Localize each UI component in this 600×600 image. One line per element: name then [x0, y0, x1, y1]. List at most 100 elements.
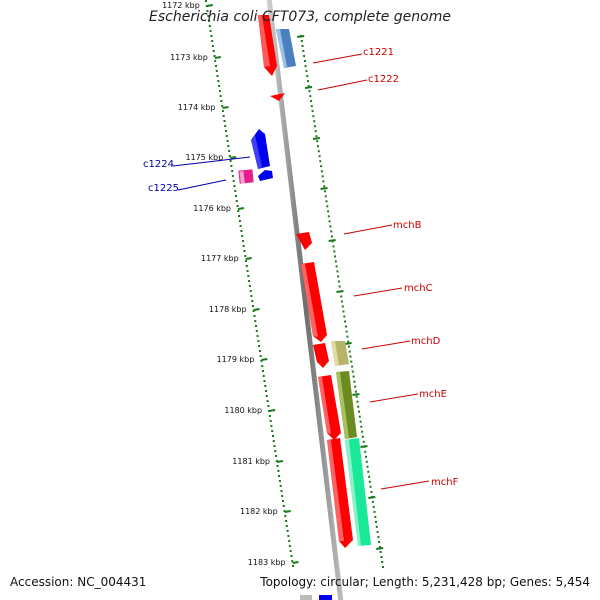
outer-ruler-tick [320, 165, 323, 168]
genome-backbone [266, 0, 344, 600]
outer-ruler-tick [333, 250, 336, 253]
ruler-minor-tick [274, 450, 277, 452]
ruler-minor-tick [215, 70, 218, 72]
ruler-minor-tick [237, 210, 240, 212]
separator-1: ; [364, 575, 369, 589]
outer-ruler-tick [304, 65, 307, 68]
topology-label: Topology: [260, 575, 317, 589]
outer-ruler-tick [312, 115, 315, 118]
outer-ruler-major-tick [304, 86, 313, 89]
outer-ruler-tick [355, 395, 358, 398]
label-mche[interactable]: mchE [419, 389, 447, 400]
ruler-minor-tick [244, 255, 247, 257]
outer-ruler-major-tick [344, 342, 352, 345]
outer-ruler-tick [380, 556, 383, 558]
accession-info: Accession: NC_004431 [10, 575, 146, 589]
gene-mche-cds-light [336, 372, 349, 439]
ruler-minor-tick [216, 75, 219, 77]
ruler-minor-tick [245, 260, 247, 262]
ruler-minor-tick [258, 350, 261, 352]
gene-mchb[interactable] [296, 232, 312, 250]
outer-ruler-tick [353, 380, 356, 383]
ruler-minor-tick [211, 40, 214, 42]
outer-ruler-tick [326, 205, 329, 208]
outer-ruler-tick [334, 260, 337, 263]
label-c1224[interactable]: c1224 [143, 159, 174, 170]
ruler-minor-tick [248, 280, 251, 282]
ruler-minor-tick [259, 355, 262, 357]
outer-ruler-tick [334, 255, 336, 258]
gene-mchd[interactable] [313, 343, 329, 368]
ruler-minor-tick [221, 105, 224, 107]
outer-ruler-tick [351, 365, 354, 368]
ruler-minor-tick [241, 235, 244, 237]
gene-c1225[interactable] [258, 170, 273, 181]
outer-ruler-tick [308, 90, 311, 93]
ruler-minor-tick [272, 440, 275, 442]
gene-c1221-shade [258, 15, 270, 67]
ruler-major-tick [222, 106, 229, 109]
outer-ruler-major-tick [336, 290, 344, 293]
outer-ruler-tick [313, 125, 316, 128]
outer-ruler-tick [337, 280, 340, 283]
label-c1222[interactable]: c1222 [368, 74, 399, 85]
ruler-minor-tick [260, 360, 263, 362]
outer-ruler-tick [321, 175, 324, 178]
genes-value: 5,454 [555, 575, 590, 589]
label-mchb[interactable]: mchB [393, 220, 422, 231]
outer-ruler-major-tick [352, 393, 360, 396]
gene-c1222[interactable] [270, 93, 285, 101]
ruler-minor-tick [263, 380, 266, 382]
outer-ruler-tick [303, 55, 306, 57]
outer-ruler-tick [375, 520, 377, 523]
ruler-minor-tick [291, 560, 294, 562]
ruler-minor-tick [222, 115, 225, 117]
feature-bottom-blue[interactable] [319, 595, 332, 600]
label-mchd[interactable]: mchD [411, 336, 441, 347]
ruler-minor-tick [240, 230, 243, 232]
outer-ruler-tick [329, 225, 332, 228]
gene-mchf-shade [327, 440, 344, 541]
gene-mchd-cds-light [331, 341, 339, 366]
ruler-minor-tick [249, 290, 252, 292]
ruler-minor-tick [269, 420, 272, 422]
ruler-tick-label: 1181 kbp [232, 457, 270, 466]
ruler-minor-tick [242, 245, 245, 247]
ruler-minor-tick [219, 95, 222, 97]
outer-ruler-tick [330, 235, 333, 238]
ruler-minor-tick [236, 205, 239, 207]
outer-ruler-tick [361, 430, 364, 433]
label-mchf[interactable]: mchF [431, 477, 459, 488]
ruler-minor-tick [266, 400, 269, 402]
outer-ruler-tick [361, 435, 364, 438]
label-mchc[interactable]: mchC [404, 283, 433, 294]
ruler-minor-tick [286, 530, 289, 532]
ruler-minor-tick [234, 190, 237, 192]
ruler-minor-tick [282, 500, 284, 502]
outer-ruler-tick [313, 120, 316, 123]
accession-value: NC_004431 [77, 575, 147, 589]
ruler-minor-tick [275, 455, 278, 457]
outer-ruler-tick [307, 85, 310, 88]
ruler-minor-tick [206, 10, 209, 12]
ruler-minor-tick [253, 315, 256, 317]
ruler-minor-tick [262, 370, 264, 372]
label-c1225[interactable]: c1225 [148, 183, 179, 194]
label-c1221[interactable]: c1221 [363, 47, 394, 58]
ruler-minor-tick [223, 120, 226, 122]
ruler-minor-tick [255, 325, 257, 327]
ruler-minor-tick [250, 295, 253, 297]
outer-ruler-tick [327, 215, 330, 218]
outer-ruler-tick [305, 70, 308, 73]
outer-ruler-tick [317, 145, 319, 148]
ruler-tick-label: 1174 kbp [178, 103, 216, 112]
outer-ruler-tick [351, 370, 354, 373]
ruler-tick-label: 1172 kbp [162, 1, 200, 10]
ruler-labels: 1172 kbp 1173 kbp 1174 kbp 1175 kbp 1176 kbp… [162, 1, 285, 567]
outer-ruler-tick [317, 150, 320, 153]
ruler-minor-tick [214, 60, 217, 62]
ruler-minor-tick [225, 135, 228, 137]
outer-ruler-tick [367, 470, 370, 473]
outer-ruler-tick [306, 75, 309, 78]
